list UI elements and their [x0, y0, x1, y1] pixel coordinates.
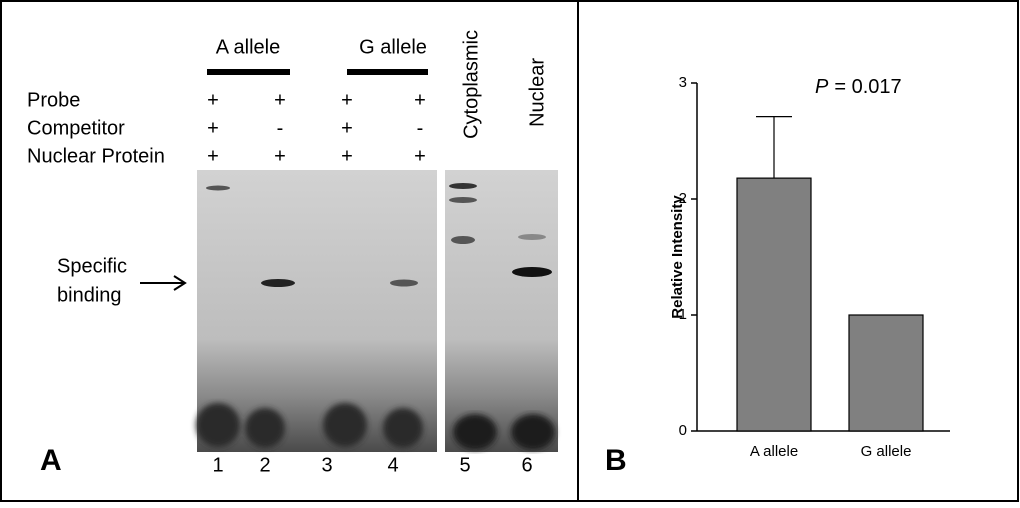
sign: +: [341, 117, 353, 139]
y-tick-label: 0: [679, 422, 687, 439]
lane-label: 6: [521, 454, 532, 476]
row-label: Competitor: [27, 117, 125, 139]
sign: +: [414, 89, 426, 111]
sign: +: [207, 117, 219, 139]
gel-left: [196, 170, 437, 452]
sign: +: [341, 145, 353, 167]
arrow-head: [173, 275, 187, 291]
annotation-part: P: [815, 76, 829, 98]
group-label: G allele: [359, 36, 427, 58]
lane-label: 5: [459, 454, 470, 476]
sign: +: [274, 89, 286, 111]
annotation: Specific: [57, 255, 127, 277]
sign: +: [414, 145, 426, 167]
annotation-part: = 0.017: [834, 76, 901, 98]
sign: +: [274, 145, 286, 167]
annotation: P = 0.017: [815, 76, 902, 98]
lane-label: 2: [259, 454, 270, 476]
bar: [736, 177, 812, 432]
annotation: binding: [57, 284, 122, 306]
sign: -: [417, 117, 424, 139]
y-tick-label: 2: [679, 190, 687, 207]
lane-label: 1: [212, 454, 223, 476]
row-label: Probe: [27, 89, 80, 111]
extract-label: Nuclear: [526, 58, 548, 127]
sign: -: [277, 117, 284, 139]
panel-label: A: [40, 444, 62, 477]
y-tick-label: 3: [679, 74, 687, 91]
lane-label: 4: [387, 454, 398, 476]
sign: +: [207, 145, 219, 167]
sign: +: [341, 89, 353, 111]
row-label: Nuclear Protein: [27, 145, 165, 167]
extract-label: Cytoplasmic: [460, 30, 482, 139]
panel-label: B: [605, 444, 627, 477]
x-tick-label: A allele: [750, 443, 798, 460]
bar: [848, 314, 924, 432]
sign: +: [207, 89, 219, 111]
y-axis-label: Relative Intensity: [669, 195, 686, 319]
y-tick-label: 1: [679, 306, 687, 323]
group-label: A allele: [216, 36, 281, 58]
gel-right: [445, 170, 558, 452]
lane-label: 3: [321, 454, 332, 476]
x-tick-label: G allele: [861, 443, 912, 460]
